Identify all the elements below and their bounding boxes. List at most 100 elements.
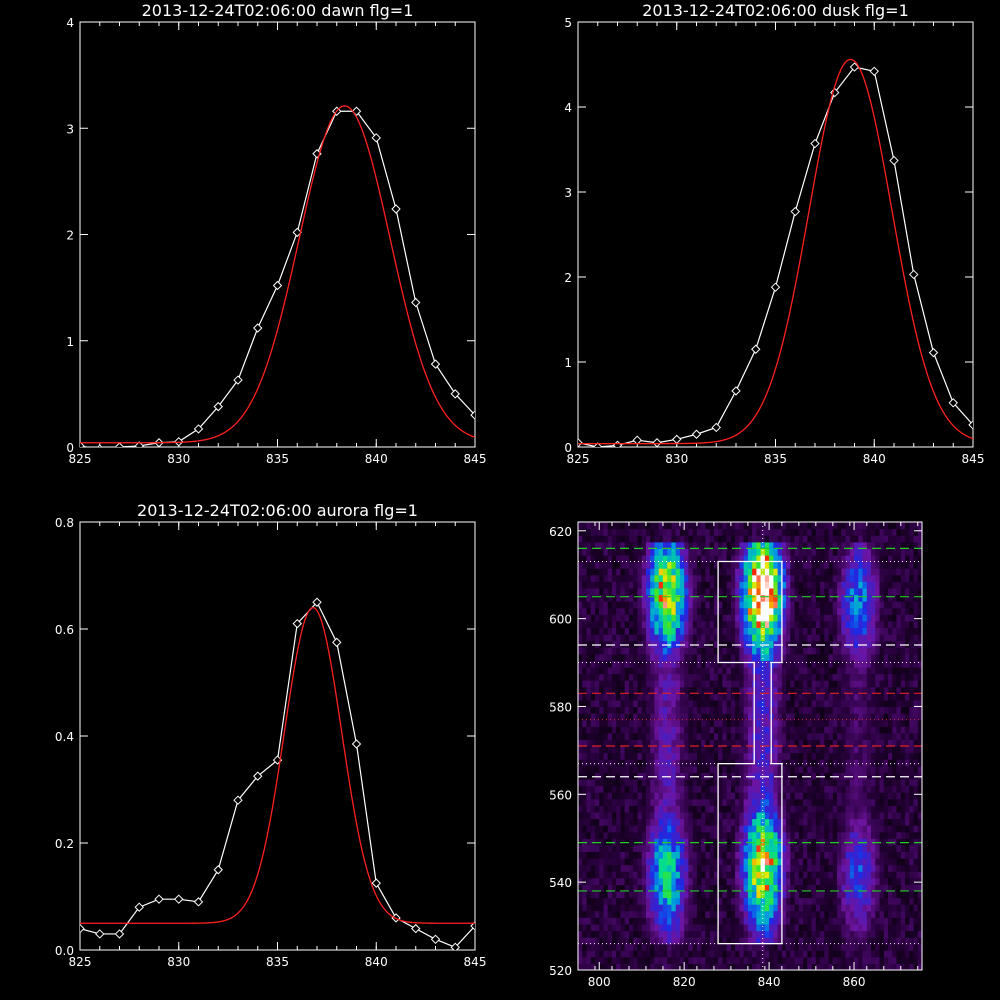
heatmap-cell <box>578 897 583 905</box>
heatmap-cell <box>828 620 834 628</box>
heatmap-cell <box>595 877 600 885</box>
heatmap-cell <box>607 686 613 694</box>
heatmap-cell <box>875 594 881 602</box>
heatmap-cell <box>713 594 719 602</box>
heatmap-cell <box>815 778 821 787</box>
heatmap-cell <box>896 706 902 714</box>
heatmap-cell <box>671 910 677 918</box>
heatmap-cell <box>917 601 922 609</box>
heatmap-cell <box>646 601 651 609</box>
heatmap-cell <box>888 699 893 708</box>
heatmap-cell <box>841 838 847 846</box>
heatmap-cell <box>905 798 910 806</box>
heatmap-cell <box>675 647 681 655</box>
heatmap-cell <box>705 818 711 826</box>
heatmap-cell <box>692 627 698 635</box>
heatmap-cell <box>595 686 600 694</box>
heatmap-cell <box>909 653 915 661</box>
heatmap-cell <box>675 686 681 694</box>
heatmap-cell <box>913 943 919 951</box>
heatmap-cell <box>781 930 787 938</box>
heatmap-cell <box>692 904 698 912</box>
heatmap-cell <box>845 759 851 767</box>
heatmap-cell <box>590 838 596 846</box>
heatmap-cell <box>590 798 596 806</box>
heatmap-cell <box>726 765 732 773</box>
heatmap-cell <box>858 825 864 833</box>
heatmap-cell <box>900 634 906 642</box>
heatmap-cell <box>917 864 922 872</box>
heatmap-cell <box>824 805 830 813</box>
heatmap-cell <box>781 917 787 925</box>
heatmap-cell <box>646 831 651 839</box>
heatmap-cell <box>815 752 821 760</box>
heatmap-cell <box>654 765 660 773</box>
heatmap-cell <box>811 634 817 642</box>
heatmap-cell <box>837 818 842 826</box>
heatmap-cell <box>726 706 732 714</box>
heatmap-cell <box>578 805 583 813</box>
heatmap-cell <box>578 851 583 859</box>
heatmap-cell <box>832 890 838 899</box>
heatmap-cell <box>820 647 825 655</box>
heatmap-cell <box>807 778 813 787</box>
heatmap-cell <box>803 831 808 839</box>
heatmap-cell <box>629 653 634 661</box>
heatmap-cell <box>807 620 813 628</box>
heatmap-cell <box>739 963 745 970</box>
heatmap-cell <box>803 778 808 787</box>
heatmap-cell <box>718 699 723 708</box>
heatmap-cell <box>726 871 732 879</box>
heatmap-cell <box>646 647 651 655</box>
heatmap-cell <box>696 798 702 806</box>
heatmap-cell <box>578 785 583 793</box>
heatmap-cell <box>866 858 872 866</box>
heatmap-cell <box>760 785 766 793</box>
heatmap-cell <box>709 660 715 668</box>
heatmap-cell <box>747 601 753 609</box>
heatmap-cell <box>713 719 719 727</box>
heatmap-cell <box>811 699 817 708</box>
heatmap-cell <box>590 587 596 596</box>
heatmap-cell <box>722 917 728 925</box>
heatmap-cell <box>871 811 876 820</box>
heatmap-cell <box>612 699 617 708</box>
heatmap-cell <box>773 607 779 615</box>
heatmap-cell <box>917 640 922 648</box>
heatmap-cell <box>858 686 864 694</box>
heatmap-cell <box>900 726 906 734</box>
heatmap-cell <box>909 858 915 866</box>
heatmap-cell <box>892 910 898 918</box>
heatmap-cell <box>705 660 711 668</box>
heatmap-cell <box>803 890 808 899</box>
heatmap-cell <box>841 904 847 912</box>
heatmap-cell <box>773 673 779 681</box>
heatmap-cell <box>679 726 685 734</box>
heatmap-cell <box>781 594 787 602</box>
heatmap-cell <box>578 587 583 596</box>
heatmap-cell <box>603 607 609 615</box>
heatmap-cell <box>713 963 719 970</box>
heatmap-cell <box>641 904 647 912</box>
heatmap-cell <box>845 653 851 661</box>
heatmap-cell <box>595 798 600 806</box>
heatmap-cell <box>888 746 893 754</box>
heatmap-cell <box>849 871 855 879</box>
heatmap-cell <box>917 634 922 642</box>
heatmap-cell <box>883 904 889 912</box>
heatmap-cell <box>786 792 791 800</box>
heatmap-cell <box>862 640 868 648</box>
heatmap-cell <box>777 594 783 602</box>
heatmap-cell <box>679 772 685 780</box>
heatmap-cell <box>696 871 702 879</box>
heatmap-cell <box>913 864 919 872</box>
heatmap-cell <box>578 871 583 879</box>
heatmap-cell <box>803 706 808 714</box>
heatmap-cell <box>773 963 779 970</box>
heatmap-cell <box>764 587 770 596</box>
heatmap-cell <box>824 673 830 681</box>
heatmap-cell <box>713 706 719 714</box>
heatmap-cell <box>701 937 707 945</box>
heatmap-cell <box>633 792 639 800</box>
heatmap-cell <box>726 693 732 701</box>
